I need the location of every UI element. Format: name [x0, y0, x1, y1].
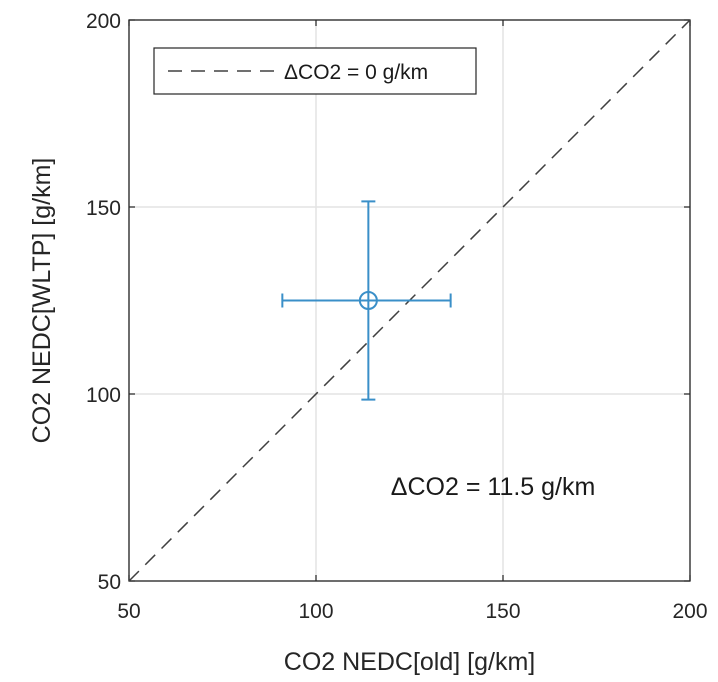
legend: ΔCO2 = 0 g/km	[153, 47, 477, 95]
legend-entry-reference: ΔCO2 = 0 g/km	[284, 61, 428, 84]
data-point-marker	[358, 291, 378, 310]
x-axis-label: CO2 NEDC[old] [g/km]	[284, 648, 535, 676]
x-tick-label-150: 150	[485, 600, 520, 623]
y-axis-label: CO2 NEDC[WLTP] [g/km]	[28, 158, 56, 444]
x-tick-label-50: 50	[117, 600, 140, 623]
y-tick-label-200: 200	[86, 10, 121, 33]
data-point-0	[281, 200, 452, 401]
y-tick-label-50: 50	[98, 571, 121, 594]
data-points	[281, 200, 452, 401]
y-tick-label-100: 100	[86, 384, 121, 407]
plot-area-frame	[128, 19, 691, 582]
x-tick-label-200: 200	[672, 600, 707, 623]
x-tick-label-100: 100	[298, 600, 333, 623]
y-tick-labels: 50 100 150 200	[86, 10, 121, 594]
annotation-delta-co2: ΔCO2 = 11.5 g/km	[391, 473, 596, 501]
y-tick-label-150: 150	[86, 197, 121, 220]
x-tick-labels: 50 100 150 200	[117, 600, 707, 623]
legend-box	[153, 47, 477, 95]
